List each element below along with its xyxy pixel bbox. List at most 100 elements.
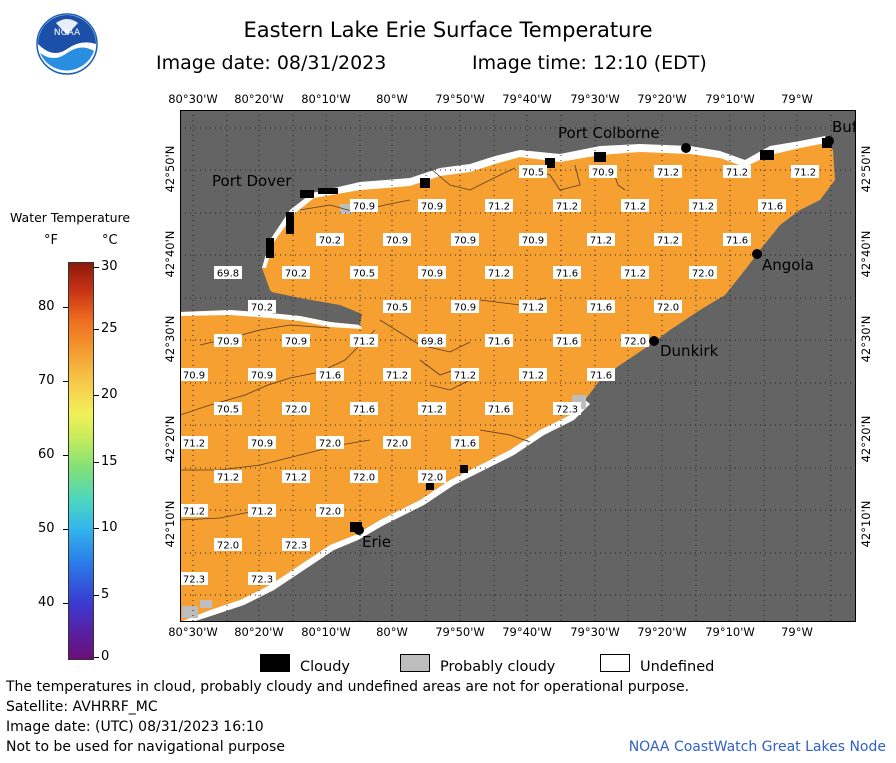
temp-label: 71.6 [553,266,581,280]
legend-tick-c: 10 [101,520,118,535]
city-dot-dunkirk [649,336,659,346]
temp-label: 71.2 [654,165,682,179]
temp-label-bg [587,300,615,313]
legend-title: Water Temperature [10,210,131,225]
temp-label: 70.9 [451,300,479,314]
temp-label-bg [350,470,378,483]
legend-tick-c: 0 [101,649,110,664]
legend-tick-c: 30 [101,259,118,274]
temp-label-bg [587,233,615,246]
temp-label-bg [418,334,446,347]
noaa-logo: NOAA [36,13,98,75]
temp-label-bg [553,199,581,212]
temp-label: 72.3 [248,572,276,586]
temp-label-bg [180,504,208,517]
temp-value: 71.2 [488,202,510,213]
temp-value: 71.2 [556,202,578,213]
lon-label-bottom: 79°10'W [705,625,755,639]
temp-value: 70.5 [217,405,239,416]
temp-label: 72.0 [282,402,310,416]
temp-label: 70.9 [451,233,479,247]
temp-value: 71.2 [386,371,408,382]
lat-label-left: 42°40'N [163,230,177,278]
temp-value: 71.2 [522,303,544,314]
temp-label-bg [383,300,411,313]
legend-tickmark-c [94,267,99,268]
temp-label-bg [723,165,751,178]
temperature-labels: 70.5 70.9 71.2 71.2 71.2 70.9 70.9 71.2 71.2 71.2… [180,165,819,586]
temp-value: 70.9 [353,202,375,213]
temp-label-bg [248,504,276,517]
lon-label-bottom: 80°10'W [301,625,351,639]
lat-label-left: 42°10'N [163,500,177,548]
legend-label-probably-cloudy: Probably cloudy [440,659,556,675]
legend-tickmark-f [63,307,68,308]
temp-label-bg [248,300,276,313]
temp-value: 71.2 [454,371,476,382]
lon-label-bottom: 79°30'W [570,625,620,639]
temp-value: 71.2 [183,439,205,450]
temp-label-bg [316,233,344,246]
temp-label-bg [654,300,682,313]
temp-label: 71.2 [621,266,649,280]
legend-tickmark-c [94,595,99,596]
temp-value: 71.2 [251,507,273,518]
temp-label-bg [485,266,513,279]
temp-label: 70.2 [248,300,276,314]
temp-label-bg [383,233,411,246]
satellite-text: Satellite: AVHRRF_MC [6,699,158,715]
temp-label: 72.0 [654,300,682,314]
temp-label: 70.9 [418,266,446,280]
temp-label: 70.9 [214,334,242,348]
temp-label: 71.2 [689,199,717,213]
temp-label: 71.2 [519,368,547,382]
lon-label-top: 80°20'W [234,92,284,106]
temp-value: 71.6 [353,405,375,416]
temp-label: 70.9 [418,199,446,213]
temp-label: 71.6 [587,368,615,382]
temp-value: 72.0 [421,473,443,484]
temp-label: 70.9 [383,233,411,247]
legend-unit-f: °F [44,233,58,248]
lon-label-bottom: 80°W [376,625,408,639]
temp-label-bg [282,266,310,279]
legend-tickmark-c [94,528,99,529]
temp-value: 71.6 [590,303,612,314]
temp-label-bg [383,436,411,449]
temp-label: 71.2 [214,470,242,484]
temp-label-bg [248,572,276,585]
lon-label-bottom: 80°30'W [168,625,218,639]
temp-label: 71.2 [791,165,819,179]
temp-label-bg [553,266,581,279]
temp-label: 70.9 [350,199,378,213]
lat-label-right: 42°20'N [859,415,873,463]
temp-label: 71.6 [485,402,513,416]
color-scale-bar [68,262,94,660]
temp-label-bg [589,165,617,178]
temp-label-bg [418,266,446,279]
temp-value: 71.2 [624,269,646,280]
temp-label: 72.0 [621,334,649,348]
temp-label-bg [214,266,242,279]
temp-value: 70.9 [183,371,205,382]
temp-value: 72.3 [251,575,273,586]
temp-label: 71.2 [383,368,411,382]
temp-label: 70.5 [214,402,242,416]
map-frame [180,110,856,622]
lat-label-left: 42°30'N [163,315,177,363]
undefined-fringe-north [262,136,826,268]
temp-label: 72.0 [383,436,411,450]
city-markers: Port Colborne Port Dover Buf Angola Dunk… [212,118,856,551]
temp-value: 70.5 [386,303,408,314]
temp-label: 72.0 [350,470,378,484]
city-label-dunkirk: Dunkirk [660,342,719,360]
lon-label-top: 80°10'W [301,92,351,106]
temp-value: 72.0 [217,541,239,552]
temp-value: 72.0 [319,439,341,450]
legend-tick-f: 70 [38,373,55,388]
lon-label-bottom: 80°20'W [234,625,284,639]
disclaimer-text: The temperatures in cloud, probably clou… [6,679,690,695]
temp-value: 71.6 [556,269,578,280]
credit-link[interactable]: NOAA CoastWatch Great Lakes Node [628,739,886,755]
temp-label: 72.0 [214,538,242,552]
